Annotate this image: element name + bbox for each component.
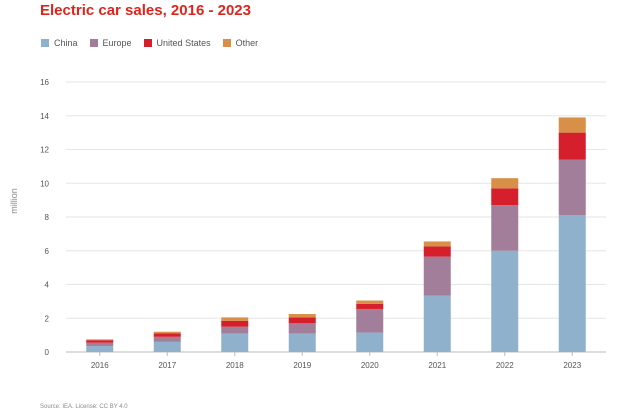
bar-china-2017 <box>153 341 181 352</box>
bar-united-states-2018 <box>221 320 249 327</box>
x-tick-label: 2021 <box>428 361 446 370</box>
bar-europe-2023 <box>558 159 586 216</box>
legend-label-china: China <box>54 38 78 48</box>
legend-swatch-europe <box>89 39 98 47</box>
x-tick-label: 2019 <box>293 361 311 370</box>
x-tick-label: 2017 <box>158 361 176 370</box>
y-tick-label: 8 <box>45 213 50 222</box>
legend-item-other: Other <box>222 38 259 48</box>
bar-other-2021 <box>423 241 451 247</box>
legend-swatch-united-states <box>143 39 152 47</box>
bar-europe-2017 <box>153 336 181 342</box>
x-tick-label: 2022 <box>496 361 514 370</box>
bar-united-states-2016 <box>86 340 114 343</box>
bar-china-2020 <box>356 332 384 352</box>
x-tick-label: 2020 <box>361 361 379 370</box>
source-note: Source: IEA. License: CC BY 4.0 <box>40 404 128 410</box>
chart-legend: China Europe United States Other <box>41 38 258 48</box>
y-tick-label: 0 <box>45 348 50 357</box>
legend-label-other: Other <box>235 38 259 48</box>
bar-united-states-2021 <box>423 246 451 257</box>
x-tick-label: 2023 <box>563 361 581 370</box>
chart-title: Electric car sales, 2016 - 2023 <box>40 2 251 19</box>
bar-europe-2022 <box>491 205 519 251</box>
bar-china-2022 <box>491 250 519 352</box>
bar-united-states-2020 <box>356 303 384 309</box>
bar-other-2022 <box>491 178 519 189</box>
bar-united-states-2022 <box>491 188 519 206</box>
x-tick-label: 2018 <box>226 361 244 370</box>
bar-china-2019 <box>288 333 316 352</box>
y-tick-label: 6 <box>45 247 50 256</box>
bar-other-2020 <box>356 300 384 304</box>
bar-china-2016 <box>86 346 114 352</box>
legend-swatch-china <box>41 39 49 47</box>
x-tick-label: 2016 <box>91 361 109 370</box>
y-tick-label: 10 <box>40 179 49 188</box>
bar-china-2018 <box>221 333 249 352</box>
legend-label-europe: Europe <box>102 38 132 48</box>
legend-label-united-states: United States <box>156 38 211 48</box>
bar-europe-2020 <box>356 308 384 333</box>
bar-europe-2019 <box>288 323 316 334</box>
legend-item-europe: Europe <box>89 38 132 48</box>
bar-europe-2018 <box>221 326 249 334</box>
bar-united-states-2019 <box>288 317 316 324</box>
bar-other-2018 <box>221 317 249 321</box>
bar-united-states-2023 <box>558 132 586 160</box>
bar-china-2021 <box>423 295 451 352</box>
y-tick-label: 12 <box>40 146 49 155</box>
bar-united-states-2017 <box>153 333 181 337</box>
bar-other-2023 <box>558 117 586 133</box>
y-tick-label: 2 <box>45 314 50 323</box>
bar-europe-2016 <box>86 342 114 347</box>
bar-europe-2021 <box>423 256 451 296</box>
y-tick-label: 4 <box>45 281 50 290</box>
bar-other-2019 <box>288 314 316 318</box>
bar-other-2016 <box>86 339 114 341</box>
bar-china-2023 <box>558 215 586 352</box>
legend-item-united-states: United States <box>143 38 211 48</box>
y-tick-label: 16 <box>40 78 49 87</box>
y-tick-label: 14 <box>40 112 49 121</box>
bar-other-2017 <box>153 331 181 334</box>
legend-swatch-other <box>222 39 231 47</box>
legend-item-china: China <box>41 38 78 48</box>
